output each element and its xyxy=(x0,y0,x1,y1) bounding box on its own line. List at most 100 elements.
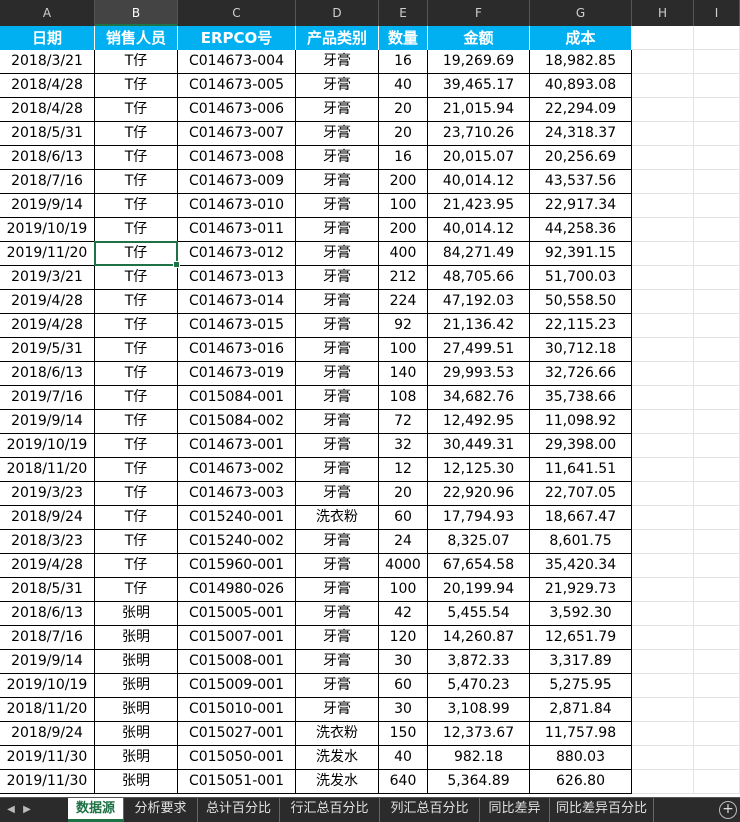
column-letter-i[interactable]: I xyxy=(694,0,740,26)
data-cell[interactable]: 40,014.12 xyxy=(428,218,530,242)
data-cell[interactable]: 2019/5/31 xyxy=(0,338,95,362)
data-cell[interactable]: 牙膏 xyxy=(296,74,379,98)
sheet-tab[interactable]: 分析要求 xyxy=(124,798,198,822)
column-letter-h[interactable]: H xyxy=(632,0,694,26)
data-cell[interactable]: 21,423.95 xyxy=(428,194,530,218)
data-cell[interactable]: 牙膏 xyxy=(296,698,379,722)
data-cell[interactable]: 2018/6/13 xyxy=(0,602,95,626)
data-cell[interactable]: T仔 xyxy=(95,146,178,170)
column-letter-c[interactable]: C xyxy=(178,0,296,26)
data-cell[interactable]: 16 xyxy=(379,50,428,74)
data-cell[interactable]: 27,499.51 xyxy=(428,338,530,362)
empty-cell[interactable] xyxy=(694,98,740,122)
column-letter-f[interactable]: F xyxy=(428,0,530,26)
data-cell[interactable]: 2018/5/31 xyxy=(0,578,95,602)
data-cell[interactable]: 23,710.26 xyxy=(428,122,530,146)
data-cell[interactable]: 400 xyxy=(379,242,428,266)
data-cell[interactable]: 24,318.37 xyxy=(530,122,632,146)
empty-cell[interactable] xyxy=(632,506,694,530)
header-cell[interactable]: 数量 xyxy=(379,26,428,50)
data-cell[interactable]: 35,420.34 xyxy=(530,554,632,578)
empty-cell[interactable] xyxy=(632,770,694,794)
column-letter-a[interactable]: A xyxy=(0,0,95,26)
data-cell[interactable]: 640 xyxy=(379,770,428,794)
data-cell[interactable]: 72 xyxy=(379,410,428,434)
header-cell[interactable]: 销售人员 xyxy=(95,26,178,50)
data-cell[interactable]: 牙膏 xyxy=(296,482,379,506)
data-cell[interactable]: 32 xyxy=(379,434,428,458)
data-cell[interactable]: 18,667.47 xyxy=(530,506,632,530)
data-cell[interactable]: 24 xyxy=(379,530,428,554)
data-cell[interactable]: C015050-001 xyxy=(178,746,296,770)
data-cell[interactable]: 2018/3/21 xyxy=(0,50,95,74)
data-cell[interactable]: 牙膏 xyxy=(296,410,379,434)
data-cell[interactable]: C014673-001 xyxy=(178,434,296,458)
empty-cell[interactable] xyxy=(694,170,740,194)
data-cell[interactable]: 2019/4/28 xyxy=(0,554,95,578)
data-cell[interactable]: 30 xyxy=(379,698,428,722)
data-cell[interactable]: T仔 xyxy=(95,506,178,530)
empty-cell[interactable] xyxy=(694,242,740,266)
data-cell[interactable]: 40 xyxy=(379,746,428,770)
empty-cell[interactable] xyxy=(632,170,694,194)
empty-cell[interactable] xyxy=(694,602,740,626)
data-cell[interactable]: 洗衣粉 xyxy=(296,722,379,746)
data-cell[interactable]: 19,269.69 xyxy=(428,50,530,74)
data-cell[interactable]: 2019/3/21 xyxy=(0,266,95,290)
data-cell[interactable]: 2018/4/28 xyxy=(0,74,95,98)
data-cell[interactable]: 2018/5/31 xyxy=(0,122,95,146)
data-cell[interactable]: 3,872.33 xyxy=(428,650,530,674)
data-cell[interactable]: 12,651.79 xyxy=(530,626,632,650)
empty-cell[interactable] xyxy=(632,626,694,650)
empty-cell[interactable] xyxy=(694,506,740,530)
data-cell[interactable]: T仔 xyxy=(95,362,178,386)
data-cell[interactable]: 洗发水 xyxy=(296,746,379,770)
empty-cell[interactable] xyxy=(632,290,694,314)
data-cell[interactable]: C014673-005 xyxy=(178,74,296,98)
data-cell[interactable]: 150 xyxy=(379,722,428,746)
data-cell[interactable]: C015007-001 xyxy=(178,626,296,650)
data-cell[interactable]: 2018/6/13 xyxy=(0,362,95,386)
empty-cell[interactable] xyxy=(694,530,740,554)
data-cell[interactable]: C015084-002 xyxy=(178,410,296,434)
empty-cell[interactable] xyxy=(694,674,740,698)
data-cell[interactable]: 2018/4/28 xyxy=(0,98,95,122)
empty-cell[interactable] xyxy=(694,722,740,746)
empty-cell[interactable] xyxy=(632,578,694,602)
data-cell[interactable]: 牙膏 xyxy=(296,362,379,386)
empty-cell[interactable] xyxy=(632,362,694,386)
empty-cell[interactable] xyxy=(632,554,694,578)
data-cell[interactable]: 12 xyxy=(379,458,428,482)
data-cell[interactable]: 120 xyxy=(379,626,428,650)
empty-cell[interactable] xyxy=(694,74,740,98)
data-cell[interactable]: 3,317.89 xyxy=(530,650,632,674)
empty-cell[interactable] xyxy=(632,266,694,290)
data-cell[interactable]: 21,929.73 xyxy=(530,578,632,602)
data-cell[interactable]: T仔 xyxy=(95,434,178,458)
data-cell[interactable]: 牙膏 xyxy=(296,458,379,482)
empty-cell[interactable] xyxy=(632,434,694,458)
data-cell[interactable]: 60 xyxy=(379,506,428,530)
data-cell[interactable]: 张明 xyxy=(95,602,178,626)
data-cell[interactable]: 牙膏 xyxy=(296,554,379,578)
data-cell[interactable]: 2019/11/30 xyxy=(0,770,95,794)
data-cell[interactable]: T仔 xyxy=(95,290,178,314)
data-cell[interactable]: 100 xyxy=(379,338,428,362)
data-cell[interactable]: 20,199.94 xyxy=(428,578,530,602)
data-cell[interactable]: 84,271.49 xyxy=(428,242,530,266)
data-cell[interactable]: 牙膏 xyxy=(296,650,379,674)
data-cell[interactable]: 牙膏 xyxy=(296,122,379,146)
data-cell[interactable]: 200 xyxy=(379,218,428,242)
empty-cell[interactable] xyxy=(632,26,694,50)
empty-cell[interactable] xyxy=(632,602,694,626)
data-cell[interactable]: 32,726.66 xyxy=(530,362,632,386)
data-cell[interactable]: C015009-001 xyxy=(178,674,296,698)
data-cell[interactable]: 20 xyxy=(379,122,428,146)
data-cell[interactable]: 牙膏 xyxy=(296,626,379,650)
data-cell[interactable]: 2018/3/23 xyxy=(0,530,95,554)
data-cell[interactable]: 洗衣粉 xyxy=(296,506,379,530)
data-cell[interactable]: 92,391.15 xyxy=(530,242,632,266)
data-cell[interactable]: 22,917.34 xyxy=(530,194,632,218)
data-cell[interactable]: 21,136.42 xyxy=(428,314,530,338)
empty-cell[interactable] xyxy=(694,266,740,290)
